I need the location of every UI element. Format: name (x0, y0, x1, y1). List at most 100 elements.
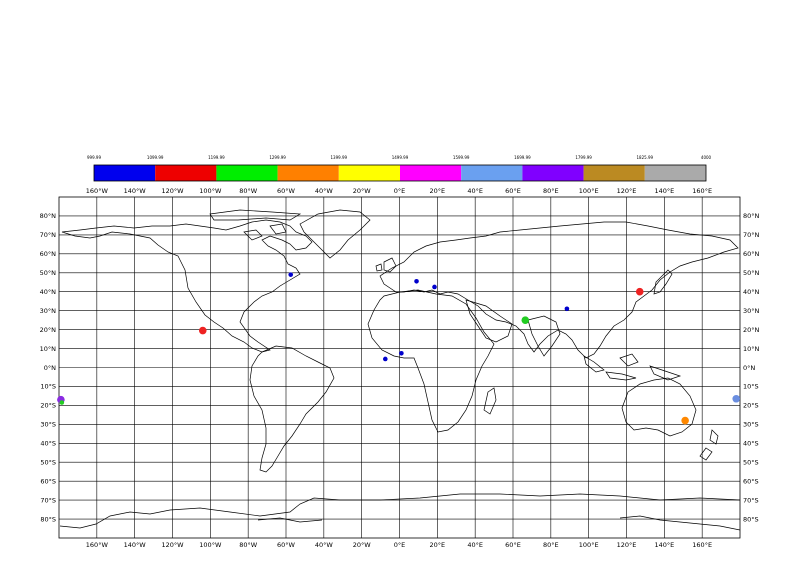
lat-tick-label: 10°N (40, 345, 57, 353)
lon-tick-label: 100°E (579, 541, 599, 549)
colorbar-segment (216, 165, 278, 181)
lat-tick-label: 60°S (40, 477, 56, 485)
lat-tick-label: 60°N (743, 250, 760, 258)
lon-tick-label: 140°W (124, 187, 147, 195)
lat-tick-label: 20°N (40, 326, 57, 334)
lon-tick-label: 100°E (579, 187, 599, 195)
lat-tick-label: 40°N (743, 288, 760, 296)
lon-tick-label: 160°E (692, 541, 712, 549)
lat-labels-right: 80°N 70°N 60°N 50°N 40°N 30°N 20°N 10°N 0°N 10°S 2… (743, 212, 760, 523)
coastline-eurasia (379, 221, 739, 359)
lat-tick-label: 80°S (40, 515, 56, 523)
colorbar-segment (461, 165, 523, 181)
colorbar-segment (522, 165, 584, 181)
lon-tick-label: 40°E (467, 187, 483, 195)
coastline-south-america (249, 345, 335, 473)
lat-tick-label: 0°N (44, 364, 56, 372)
colorbar-frame (93, 164, 707, 182)
lon-tick-label: 120°E (617, 187, 637, 195)
colorbar-tick-label: 1399.99 (331, 155, 348, 160)
colorbar-tick-label: 1825.99 (637, 155, 654, 160)
coastline-india (527, 315, 561, 357)
data-point (198, 326, 207, 335)
data-point (288, 272, 294, 277)
colorbar-segment (400, 165, 462, 181)
data-points (57, 272, 741, 425)
coastline-africa (367, 289, 495, 433)
colorbar-tick-label: 1099.99 (147, 155, 164, 160)
colorbar-segment (277, 165, 339, 181)
lon-tick-label: 60°E (505, 187, 521, 195)
lat-tick-label: 40°S (743, 440, 759, 448)
coastline-japan (653, 269, 673, 295)
lon-tick-label: 140°W (124, 541, 147, 549)
lat-tick-label: 30°S (40, 421, 56, 429)
lat-tick-label: 70°S (743, 496, 759, 504)
lon-tick-label: 80°E (543, 541, 559, 549)
coastline-madagascar (483, 387, 497, 415)
lon-tick-label: 120°W (161, 541, 184, 549)
lon-tick-label: 20°W (353, 187, 372, 195)
lon-tick-label: 80°W (239, 187, 258, 195)
lat-tick-label: 80°N (40, 212, 57, 220)
lon-tick-label: 140°E (654, 541, 674, 549)
lon-tick-label: 60°E (505, 541, 521, 549)
lat-tick-label: 10°S (743, 383, 759, 391)
lat-tick-label: 70°S (40, 496, 56, 504)
colorbar-tick-label: 1799.99 (575, 155, 592, 160)
coastline-arctic-islands (209, 209, 302, 241)
colorbar-segment (583, 165, 645, 181)
lon-tick-label: 20°E (430, 541, 446, 549)
data-point (732, 394, 741, 403)
lon-labels-top: 160°W 140°W 120°W 100°W 80°W 60°W 40°W 20°W 0°E 2… (86, 187, 712, 195)
coastline-new-zealand (699, 429, 719, 461)
lat-labels-left: 80°N 70°N 60°N 50°N 40°N 30°N 20°N 10°N 0°N 10°S 2… (40, 212, 57, 523)
colorbar-legend: 999.99 1099.99 1199.99 1299.99 1399.99 1499.9… (87, 155, 712, 182)
lon-tick-label: 20°E (430, 187, 446, 195)
coastline-north-america (61, 219, 313, 353)
lat-tick-label: 50°N (40, 269, 57, 277)
lat-tick-label: 10°S (40, 383, 56, 391)
colorbar-segment (644, 165, 706, 181)
lat-tick-label: 70°N (743, 231, 760, 239)
lon-tick-label: 160°W (86, 541, 109, 549)
lat-tick-label: 70°N (40, 231, 57, 239)
lon-tick-label: 40°W (315, 541, 334, 549)
data-point (521, 316, 530, 324)
colorbar-tick-label: 1199.99 (208, 155, 225, 160)
lon-tick-label: 20°W (353, 541, 372, 549)
coastlines (59, 209, 741, 531)
coastline-australia (621, 377, 697, 437)
colorbar-tick-label: 1299.99 (269, 155, 286, 160)
coastline-british-isles (375, 257, 397, 273)
lon-tick-label: 120°W (161, 187, 184, 195)
colorbar-tick-label: 1699.99 (514, 155, 531, 160)
coastline-indonesia (583, 353, 682, 381)
lat-tick-label: 50°S (40, 459, 56, 467)
lon-tick-label: 160°W (86, 187, 109, 195)
lat-tick-label: 60°S (743, 477, 759, 485)
lat-tick-label: 30°N (40, 307, 57, 315)
data-point (414, 279, 419, 284)
lon-tick-label: 40°W (315, 187, 334, 195)
lat-tick-label: 30°S (743, 421, 759, 429)
lon-tick-label: 140°E (654, 187, 674, 195)
coastline-greenland (299, 209, 371, 259)
colorbar-tick-label: 1599.99 (453, 155, 470, 160)
lat-tick-label: 30°N (743, 307, 760, 315)
colorbar-tick-label: 999.99 (87, 155, 101, 160)
colorbar-segment (94, 165, 156, 181)
data-point (635, 287, 644, 296)
lat-tick-label: 20°N (743, 326, 760, 334)
lon-tick-label: 100°W (199, 541, 222, 549)
data-point (399, 350, 404, 356)
lon-labels-bottom: 160°W 140°W 120°W 100°W 80°W 60°W 40°W 20°W 0°E 2… (86, 541, 712, 549)
lat-tick-label: 80°S (743, 515, 759, 523)
lat-tick-label: 20°S (40, 402, 56, 410)
lat-tick-label: 50°S (743, 459, 759, 467)
lat-tick-label: 0°N (743, 364, 755, 372)
lon-tick-label: 0°E (394, 541, 406, 549)
lon-tick-label: 0°E (394, 187, 406, 195)
coastline-antarctica (59, 493, 741, 531)
lat-tick-label: 60°N (40, 250, 57, 258)
